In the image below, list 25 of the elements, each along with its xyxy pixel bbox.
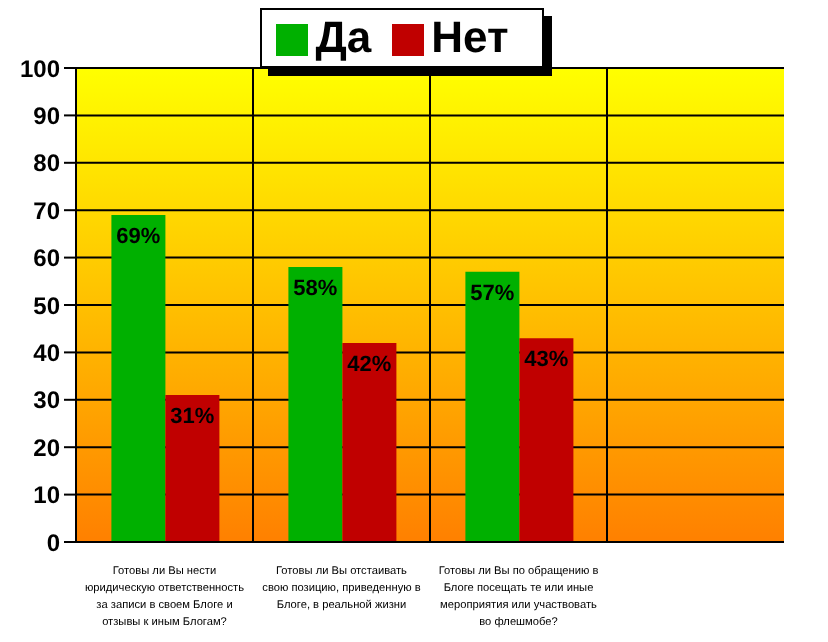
legend-label: Да	[315, 12, 372, 62]
bar	[519, 338, 574, 542]
bar	[111, 214, 166, 542]
data-label: 31%	[170, 405, 215, 430]
data-label: 58%	[293, 277, 338, 302]
bar	[342, 342, 397, 542]
y-tick-label: 40	[33, 338, 61, 367]
y-tick-label: 0	[46, 528, 61, 557]
data-label: 42%	[347, 352, 392, 377]
y-tick-label: 60	[33, 244, 61, 273]
bar	[465, 271, 520, 542]
y-tick-label: 90	[33, 101, 61, 130]
y-tick-label: 30	[33, 386, 61, 415]
data-label: 43%	[524, 348, 569, 373]
y-tick-label: 10	[33, 481, 61, 510]
legend-label: Нет	[431, 12, 509, 62]
data-label: 69%	[116, 224, 161, 249]
y-tick-label: 70	[33, 196, 61, 225]
data-label: 57%	[470, 281, 515, 306]
y-tick-label: 80	[33, 149, 61, 178]
y-tick-label: 50	[33, 291, 61, 320]
bar	[288, 267, 343, 542]
y-tick-label: 20	[33, 433, 61, 462]
y-tick-label: 100	[19, 54, 61, 83]
bar	[165, 395, 220, 542]
